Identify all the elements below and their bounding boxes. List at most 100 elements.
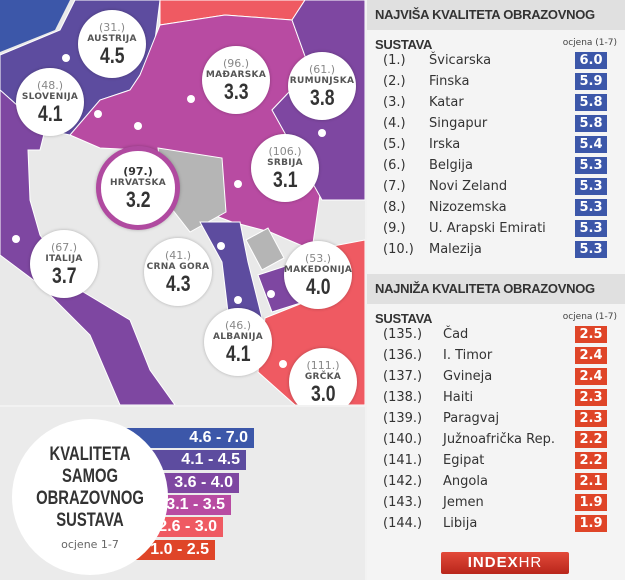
ranking-row: (10.) Malezija 5.3	[367, 239, 625, 260]
score-badge: 5.8	[575, 94, 607, 111]
country-name: Singapur	[429, 116, 488, 131]
country-name: HRVATSKA	[109, 177, 167, 188]
country-name: Paragvaj	[443, 411, 500, 426]
ranking-row: (5.) Irska 5.4	[367, 134, 625, 155]
country-name: Irska	[429, 137, 461, 152]
ranking-row: (4.) Singapur 5.8	[367, 113, 625, 134]
score-label: ocjena (1-7)	[562, 38, 617, 48]
rank-label: (6.)	[383, 158, 406, 173]
region-germany	[0, 0, 70, 52]
country-name: I. Timor	[443, 348, 493, 363]
ranking-row: (135.) Čad 2.5	[367, 324, 625, 345]
country-name: Finska	[429, 74, 470, 89]
country-name: Angola	[443, 474, 488, 489]
country-rank: (111.)	[306, 358, 340, 372]
rank-label: (135.)	[383, 327, 423, 342]
ranking-row: (136.) I. Timor 2.4	[367, 345, 625, 366]
country-label-austrija: (31.) AUSTRIJA 4.5	[78, 10, 146, 78]
rank-label: (137.)	[383, 369, 423, 384]
country-name: AUSTRIJA	[87, 33, 137, 44]
score-badge: 5.3	[575, 220, 607, 237]
legend-title-line: SAMOG	[62, 465, 118, 487]
country-name: Švicarska	[429, 53, 492, 68]
country-rank: (53.)	[304, 251, 332, 265]
country-label-hrvatska: (97.) HRVATSKA 3.2	[96, 146, 180, 230]
top-ranking-title: NAJVIŠA KVALITETA OBRAZOVNOG SUSTAVA	[367, 0, 625, 52]
country-name: Haiti	[443, 390, 474, 405]
rank-label: (141.)	[383, 453, 423, 468]
country-name: MAĐARSKA	[205, 69, 267, 80]
rank-label: (5.)	[383, 137, 406, 152]
country-score: 4.1	[225, 340, 251, 366]
score-badge: 5.8	[575, 115, 607, 132]
marker-dot	[234, 180, 242, 188]
marker-dot	[217, 242, 225, 250]
marker-dot	[12, 235, 20, 243]
country-name: CRNA GORA	[146, 261, 210, 272]
score-badge: 5.3	[575, 241, 607, 258]
country-name: Novi Zeland	[429, 179, 508, 194]
country-label-slovenija: (48.) SLOVENIJA 4.1	[16, 68, 84, 136]
country-label-srbija: (106.) SRBIJA 3.1	[251, 134, 319, 202]
score-badge: 2.5	[575, 326, 607, 343]
rank-label: (136.)	[383, 348, 423, 363]
score-label: ocjena (1-7)	[562, 312, 617, 322]
bottom-ranking-list: (135.) Čad 2.5 (136.) I. Timor 2.4 (137.) Gvine…	[367, 324, 625, 534]
rank-label: (10.)	[383, 242, 414, 257]
ranking-row: (1.) Švicarska 6.0	[367, 50, 625, 71]
country-score: 4.1	[37, 100, 63, 126]
score-badge: 2.1	[575, 473, 607, 490]
score-badge: 5.3	[575, 157, 607, 174]
score-badge: 5.9	[575, 73, 607, 90]
country-rank: (41.)	[164, 248, 192, 262]
ranking-row: (7.) Novi Zeland 5.3	[367, 176, 625, 197]
rank-label: (143.)	[383, 495, 423, 510]
score-badge: 2.3	[575, 410, 607, 427]
rank-label: (139.)	[383, 411, 423, 426]
country-score: 3.2	[125, 186, 151, 212]
ranking-row: (2.) Finska 5.9	[367, 71, 625, 92]
score-badge: 5.4	[575, 136, 607, 153]
country-score: 4.0	[305, 273, 331, 299]
legend-title-line: SUSTAVA	[56, 509, 124, 531]
country-score: 3.0	[310, 380, 336, 405]
country-rank: (106.)	[268, 144, 302, 158]
score-badge: 1.9	[575, 515, 607, 532]
country-rank: (46.)	[224, 318, 252, 332]
legend-range: 4.6 - 7.0	[120, 428, 254, 448]
country-name: Gvineja	[443, 369, 493, 384]
rank-label: (140.)	[383, 432, 423, 447]
country-label-grcka: (111.) GRČKA 3.0	[289, 348, 357, 405]
score-badge: 1.9	[575, 494, 607, 511]
country-name: Jemen	[443, 495, 484, 510]
country-score: 3.8	[309, 84, 335, 110]
score-badge: 2.2	[575, 452, 607, 469]
country-rank: (67.)	[50, 240, 78, 254]
marker-dot	[267, 290, 275, 298]
country-name: U. Arapski Emirati	[429, 221, 546, 236]
marker-dot	[62, 54, 70, 62]
rank-label: (3.)	[383, 95, 406, 110]
score-badge: 5.3	[575, 178, 607, 195]
country-rank: (97.)	[123, 164, 153, 178]
country-label-rumunjska: (61.) RUMUNJSKA 3.8	[288, 52, 356, 120]
country-name: MAKEDONIJA	[283, 264, 353, 275]
ranking-row: (144.) Libija 1.9	[367, 513, 625, 534]
legend-subtitle: ocjene 1-7	[61, 537, 119, 551]
score-badge: 2.3	[575, 389, 607, 406]
rank-label: (7.)	[383, 179, 406, 194]
country-score: 4.3	[165, 270, 191, 296]
country-name: GRČKA	[304, 371, 342, 382]
rank-label: (8.)	[383, 200, 406, 215]
ranking-row: (142.) Angola 2.1	[367, 471, 625, 492]
legend-title-line: OBRAZOVNOG	[36, 487, 144, 509]
country-label-crna-gora: (41.) CRNA GORA 4.3	[144, 238, 212, 306]
country-name: SRBIJA	[267, 157, 303, 168]
marker-dot	[94, 110, 102, 118]
map: (31.) AUSTRIJA 4.5 (48.) SLOVENIJA 4.1 (96.)…	[0, 0, 365, 405]
country-name: Belgija	[429, 158, 473, 173]
score-badge: 2.2	[575, 431, 607, 448]
country-name: Katar	[429, 95, 464, 110]
marker-dot	[279, 360, 287, 368]
ranking-row: (6.) Belgija 5.3	[367, 155, 625, 176]
